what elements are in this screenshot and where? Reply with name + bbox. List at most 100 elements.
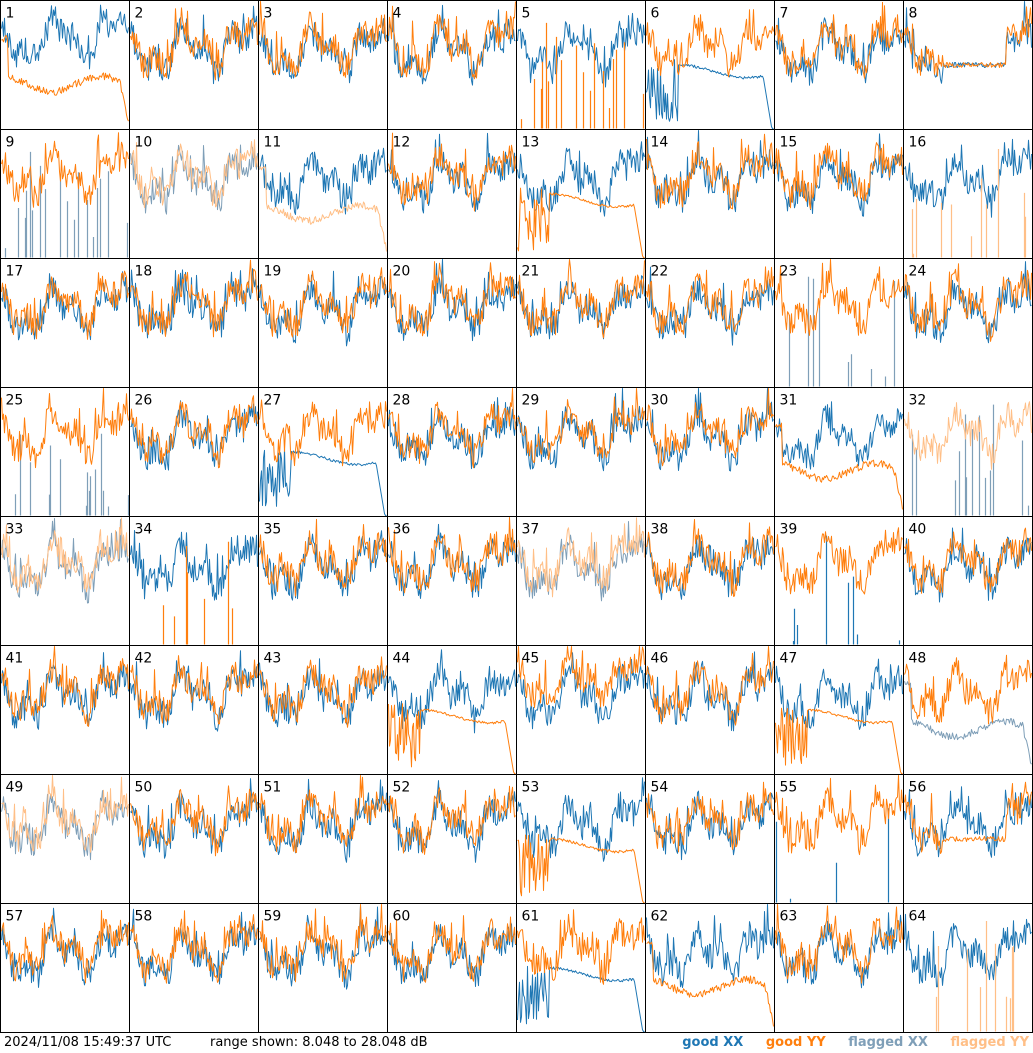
panel-62: 62 (645, 903, 775, 1033)
panel-label: 10 (135, 135, 153, 151)
panel-52: 52 (387, 774, 517, 904)
trace-xx-34 (130, 530, 258, 601)
panel-label: 11 (264, 135, 282, 151)
panel-label: 18 (135, 264, 153, 280)
panel-33: 33 (0, 516, 130, 646)
trace-yy-2 (130, 7, 258, 81)
panel-37: 37 (516, 516, 646, 646)
panel-label: 17 (6, 264, 24, 280)
trace-xx-27 (259, 448, 387, 516)
panel-label: 40 (909, 522, 927, 538)
trace-yy-1 (1, 35, 129, 122)
panel-label: 47 (780, 651, 798, 667)
panel-label: 29 (522, 393, 540, 409)
panel-label: 2 (135, 6, 144, 22)
trace-xx-20 (388, 259, 516, 342)
panel-label: 44 (393, 651, 411, 667)
trace-xx-13 (517, 141, 645, 217)
panel-frame (0, 0, 130, 130)
panel-8: 8 (903, 0, 1033, 130)
trace-xx-59 (259, 904, 387, 990)
panel-39: 39 (774, 516, 904, 646)
panel-5: 5 (516, 0, 646, 130)
panel-47: 47 (774, 645, 904, 775)
trace-yy-20 (388, 261, 516, 337)
panel-label: 20 (393, 264, 411, 280)
panel-label: 34 (135, 522, 153, 538)
panel-label: 60 (393, 909, 411, 925)
panel-36: 36 (387, 516, 517, 646)
trace-xx-29 (517, 388, 645, 472)
panel-label: 33 (6, 522, 24, 538)
trace-yy-14 (646, 133, 774, 210)
trace-yy-18 (130, 259, 258, 338)
footer: 2024/11/08 15:49:37 UTC range shown: 8.0… (0, 1033, 1033, 1053)
panel-50: 50 (129, 774, 259, 904)
trace-xx-39 (792, 535, 901, 645)
panel-7: 7 (774, 0, 904, 130)
panel-label: 39 (780, 522, 798, 538)
trace-xx-56 (904, 786, 1032, 858)
panel-label: 28 (393, 393, 411, 409)
panel-label: 27 (264, 393, 282, 409)
panel-32: 32 (903, 387, 1033, 517)
panel-57: 57 (0, 903, 130, 1033)
trace-yy-3 (259, 1, 387, 78)
panel-label: 64 (909, 909, 927, 925)
trace-xx-5 (517, 12, 645, 88)
panel-11: 11 (258, 129, 388, 259)
panel-label: 24 (909, 264, 927, 280)
panel-label: 8 (909, 6, 918, 22)
panel-frame (129, 129, 259, 259)
trace-yy-23 (775, 259, 903, 336)
panel-label: 51 (264, 780, 282, 796)
timestamp: 2024/11/08 15:49:37 UTC (4, 1035, 172, 1050)
panel-2: 2 (129, 0, 259, 130)
trace-yy-51 (259, 775, 387, 853)
panel-label: 16 (909, 135, 927, 151)
panel-label: 35 (264, 522, 282, 538)
panel-label: 13 (522, 135, 540, 151)
panel-43: 43 (258, 645, 388, 775)
panel-24: 24 (903, 258, 1033, 388)
panel-58: 58 (129, 903, 259, 1033)
panel-label: 36 (393, 522, 411, 538)
panel-label: 7 (780, 6, 789, 22)
legend-good-yy: good YY (765, 1035, 826, 1050)
panel-label: 30 (651, 393, 669, 409)
trace-xx-44 (388, 649, 516, 734)
panel-label: 26 (135, 393, 153, 409)
trace-xx-47 (775, 658, 903, 730)
legend: good XX good YY flagged XX flagged YY (664, 1033, 1029, 1053)
panel-frame (0, 129, 130, 259)
panel-38: 38 (645, 516, 775, 646)
panel-label: 62 (651, 909, 669, 925)
trace-xx-53 (517, 777, 645, 862)
trace-xx-61 (517, 965, 645, 1032)
trace-yy-33 (1, 517, 129, 593)
trace-yy-38 (646, 519, 774, 597)
trace-xx-46 (646, 651, 774, 732)
panel-26: 26 (129, 387, 259, 517)
panel-15: 15 (774, 129, 904, 259)
panel-label: 14 (651, 135, 669, 151)
trace-yy-47 (775, 707, 903, 774)
trace-yy-19 (259, 267, 387, 338)
panel-label: 25 (6, 393, 24, 409)
panel-label: 9 (6, 135, 15, 151)
panel-label: 57 (6, 909, 24, 925)
panel-label: 15 (780, 135, 798, 151)
trace-yy-21 (517, 259, 645, 339)
panel-49: 49 (0, 774, 130, 904)
legend-good-xx: good XX (682, 1035, 744, 1050)
panel-20: 20 (387, 258, 517, 388)
trace-yy-54 (646, 781, 774, 853)
trace-yy-31 (775, 422, 903, 510)
trace-yy-35 (259, 518, 387, 597)
trace-yy-42 (130, 655, 258, 725)
trace-yy-50 (130, 785, 258, 857)
panel-label: 32 (909, 393, 927, 409)
trace-yy-4 (388, 1, 516, 80)
trace-yy-58 (130, 910, 258, 984)
